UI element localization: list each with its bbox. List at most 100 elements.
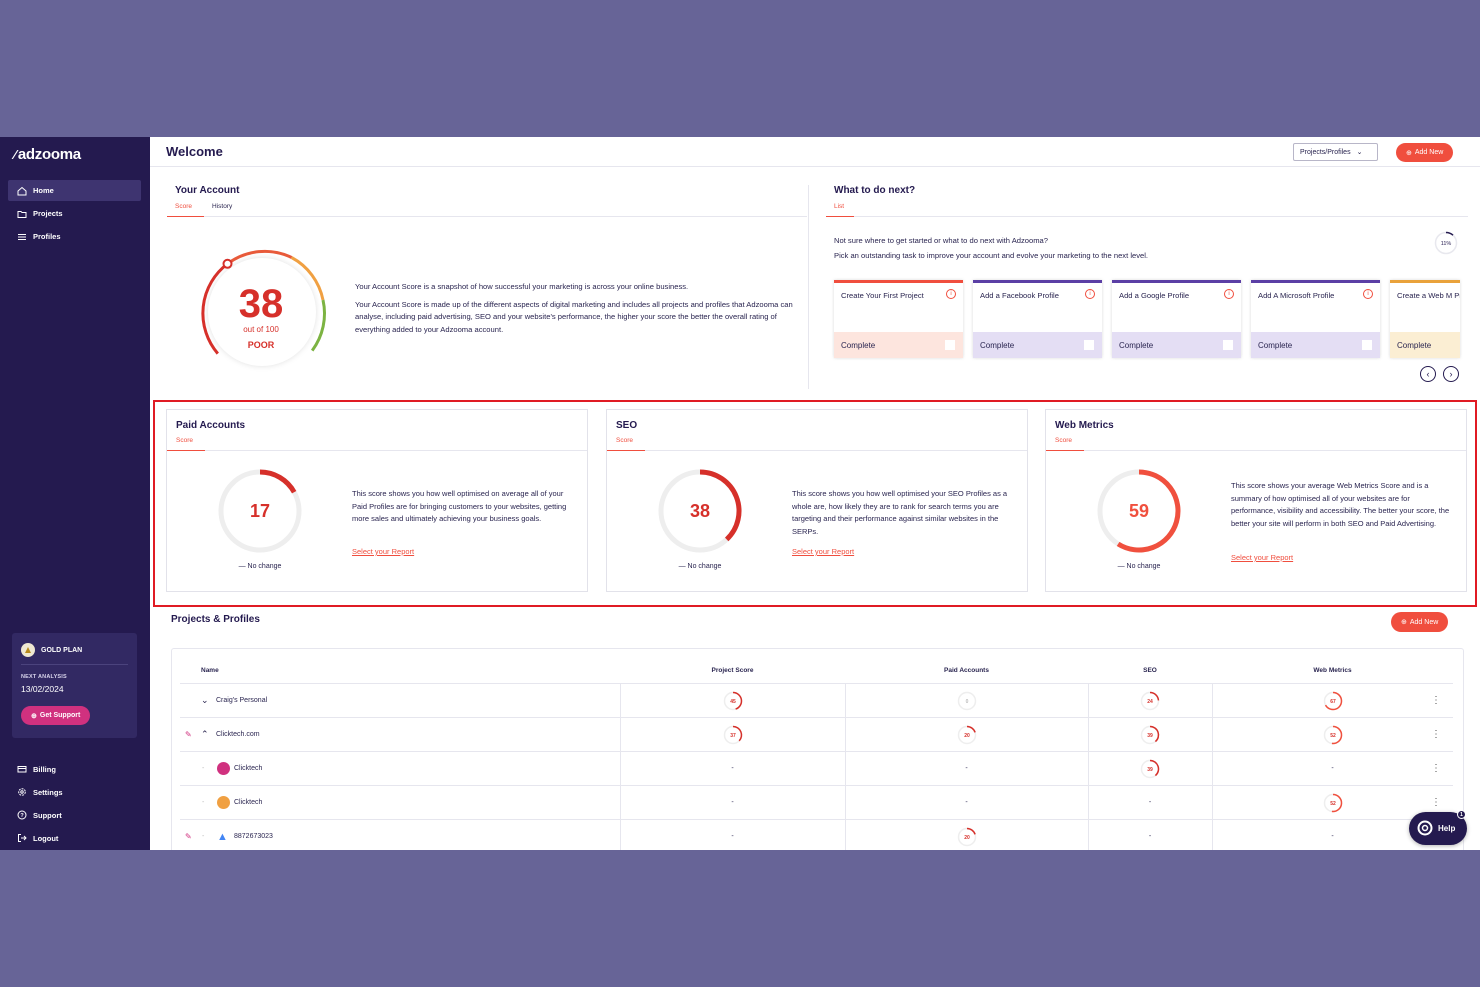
carousel-next-button[interactable]: › — [1443, 366, 1459, 382]
task-checkbox[interactable] — [1223, 340, 1233, 350]
projects-profiles-select[interactable]: Projects/Profiles ⌄ — [1293, 143, 1378, 161]
tab-list[interactable]: List — [834, 203, 845, 210]
task-card-accent — [1390, 280, 1460, 283]
score-ring-progress — [699, 469, 742, 542]
folder-icon — [15, 207, 29, 221]
mini-score-value: 52 — [1330, 801, 1336, 807]
score-card-tab[interactable]: Score — [616, 437, 633, 444]
plus-circle-icon: ⊕ — [1406, 149, 1412, 157]
section-vertical-divider — [808, 185, 809, 389]
add-new-button[interactable]: ⊕ Add New — [1396, 143, 1454, 162]
row-project-cell: - — [620, 820, 845, 850]
info-icon[interactable]: i — [946, 289, 956, 299]
what-next-line-2: Pick an outstanding task to improve your… — [834, 251, 1149, 260]
select-report-link[interactable]: Select your Report — [1231, 553, 1294, 562]
task-card-status: Complete — [980, 340, 1015, 350]
select-report-link[interactable]: Select your Report — [352, 547, 415, 556]
task-card[interactable]: Create a Web M Profile Complete — [1390, 280, 1460, 358]
select-report-link[interactable]: Select your Report — [792, 547, 855, 556]
google-ads-icon: ▲ — [217, 830, 228, 843]
task-checkbox[interactable] — [1362, 340, 1372, 350]
rocket-icon — [21, 643, 35, 657]
row-menu-icon[interactable]: ⋮ — [1431, 763, 1441, 774]
nav-projects[interactable]: Projects — [8, 203, 141, 224]
mini-score-ring[interactable]: 52 — [1323, 793, 1343, 813]
row-paid-cell: 20 — [845, 820, 1088, 850]
mini-ring-progress — [1331, 725, 1342, 744]
task-card[interactable]: Add a Google Profile i Complete — [1112, 280, 1241, 358]
get-support-button[interactable]: ⊕ Get Support — [21, 706, 91, 725]
info-icon[interactable]: i — [1363, 289, 1373, 299]
mini-score-ring[interactable]: 39 — [1140, 725, 1160, 745]
mini-ring-progress — [1324, 691, 1342, 710]
score-card-tab[interactable]: Score — [176, 437, 193, 444]
task-card-footer: Complete — [1112, 332, 1241, 358]
nav-billing[interactable]: Billing — [8, 758, 141, 780]
logo[interactable]: ⁄ adzooma — [14, 146, 81, 163]
mini-score-ring[interactable]: 0 — [957, 691, 977, 711]
score-change: — No change — [1117, 563, 1161, 570]
mini-score-ring[interactable]: 37 — [723, 725, 743, 745]
column-header[interactable]: SEO — [1143, 667, 1157, 674]
mini-score-ring[interactable]: 20 — [957, 725, 977, 745]
column-header[interactable]: Project Score — [711, 667, 754, 674]
row-name: 8872673023 — [234, 833, 273, 840]
next-tab-divider — [854, 216, 1468, 217]
table-row[interactable]: ⌄ Craig's Personal 45 0 24 67 ⋮ — [180, 684, 1453, 718]
mini-score-ring[interactable]: 20 — [957, 827, 977, 847]
billing-icon — [15, 762, 29, 776]
empty-value: - — [965, 799, 968, 806]
chevron-down-icon[interactable]: ⌄ — [201, 695, 209, 705]
task-checkbox[interactable] — [1084, 340, 1094, 350]
table-row[interactable]: ✎ - ▲ 8872673023 - 20 - - — [180, 820, 1453, 850]
task-card[interactable]: Add a Facebook Profile i Complete — [973, 280, 1102, 358]
plan-divider — [21, 664, 128, 665]
pin-icon[interactable]: ✎ — [185, 832, 192, 841]
score-card-tab[interactable]: Score — [1055, 437, 1072, 444]
nav-logout[interactable]: Logout — [8, 827, 141, 849]
pin-icon[interactable]: ✎ — [185, 730, 192, 739]
table-row[interactable]: - Clicktech - - - 52 ⋮ — [180, 786, 1453, 820]
mini-score-ring[interactable]: 39 — [1140, 759, 1160, 779]
page-title: Welcome — [166, 144, 223, 159]
mini-score-ring[interactable]: 67 — [1323, 691, 1343, 711]
account-score-rating: POOR — [248, 340, 275, 350]
task-card[interactable]: Add A Microsoft Profile i Complete — [1251, 280, 1380, 358]
column-header[interactable]: Name — [201, 667, 219, 674]
nav-profiles[interactable]: Profiles — [8, 226, 141, 247]
empty-value: - — [731, 833, 734, 840]
row-menu-icon[interactable]: ⋮ — [1431, 729, 1441, 740]
tab-score[interactable]: Score — [175, 203, 192, 210]
tree-dash: - — [202, 765, 205, 772]
column-header[interactable]: Paid Accounts — [944, 667, 989, 674]
info-icon[interactable]: i — [1085, 289, 1095, 299]
info-icon[interactable]: i — [1224, 289, 1234, 299]
table-row[interactable]: ✎ ⌃ Clicktech.com 37 20 39 52 ⋮ — [180, 718, 1453, 752]
row-name: Clicktech — [234, 799, 263, 806]
nav-support[interactable]: ? Support — [8, 804, 141, 826]
task-card-status: Complete — [1258, 340, 1293, 350]
mini-score-ring[interactable]: 45 — [723, 691, 743, 711]
row-name-cell: ✎ ⌃ Clicktech.com — [180, 718, 620, 751]
row-name: Craig's Personal — [216, 697, 268, 704]
mini-score-ring[interactable]: 24 — [1140, 691, 1160, 711]
nav-home[interactable]: Home — [8, 180, 141, 201]
mini-score-value: 67 — [1330, 699, 1336, 705]
row-name-cell: ✎ - ▲ 8872673023 — [180, 820, 620, 850]
task-card[interactable]: Create Your First Project i Complete — [834, 280, 963, 358]
chevron-up-icon[interactable]: ⌃ — [201, 729, 209, 739]
mini-score-ring[interactable]: 52 — [1323, 725, 1343, 745]
table-row[interactable]: - Clicktech - - 39 - ⋮ — [180, 752, 1453, 786]
mini-score-value: 0 — [965, 699, 968, 705]
row-menu-icon[interactable]: ⋮ — [1431, 695, 1441, 706]
task-card-title: Add a Google Profile — [1119, 291, 1190, 300]
nav-settings[interactable]: Settings — [8, 781, 141, 803]
score-ring: 59 — [1097, 469, 1181, 553]
carousel-prev-button[interactable]: ‹ — [1420, 366, 1436, 382]
column-header[interactable]: Web Metrics — [1313, 667, 1352, 674]
projects-add-new-button[interactable]: ⊕ Add New — [1391, 612, 1449, 632]
row-menu-icon[interactable]: ⋮ — [1431, 797, 1441, 808]
help-button[interactable]: Help 1 — [1409, 810, 1467, 845]
tab-history[interactable]: History — [212, 203, 233, 210]
task-checkbox[interactable] — [945, 340, 955, 350]
